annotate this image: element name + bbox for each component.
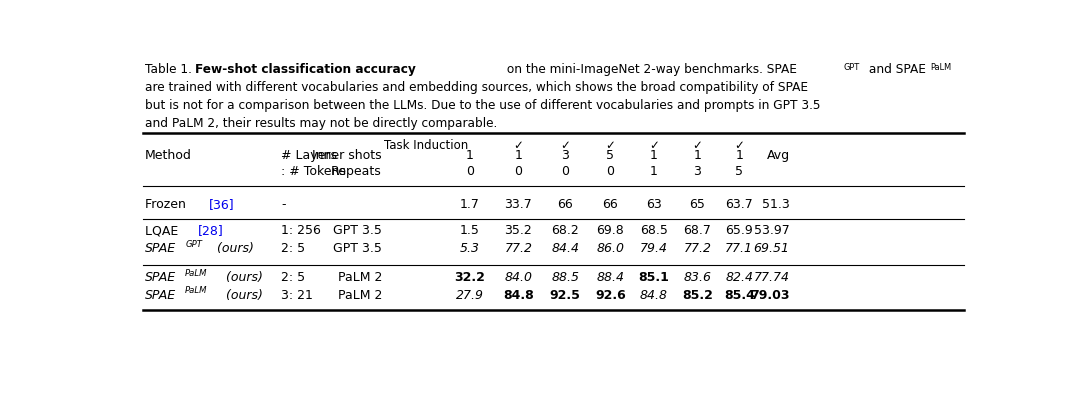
Text: ✓: ✓: [734, 139, 744, 152]
Text: -: -: [282, 198, 286, 211]
Text: Frozen: Frozen: [145, 198, 190, 211]
Text: 65: 65: [689, 198, 705, 211]
Text: ✓: ✓: [561, 139, 570, 152]
Text: 5.3: 5.3: [460, 242, 480, 255]
Text: 2: 5: 2: 5: [282, 242, 306, 255]
Text: GPT: GPT: [186, 240, 202, 249]
Text: 1: 1: [735, 149, 743, 162]
Text: 77.2: 77.2: [504, 242, 532, 255]
Text: 63: 63: [646, 198, 662, 211]
Text: Few-shot classification accuracy: Few-shot classification accuracy: [195, 63, 416, 76]
Text: 0: 0: [562, 165, 569, 178]
Text: 77.1: 77.1: [726, 242, 754, 255]
Text: GPT: GPT: [843, 63, 860, 72]
Text: 79.4: 79.4: [640, 242, 667, 255]
Text: 83.6: 83.6: [684, 271, 712, 284]
Text: Task Induction: Task Induction: [383, 139, 468, 152]
Text: Repeats: Repeats: [332, 165, 382, 178]
Text: 33.7: 33.7: [504, 198, 532, 211]
Text: 66: 66: [557, 198, 573, 211]
Text: 82.4: 82.4: [726, 271, 754, 284]
Text: are trained with different vocabularies and embedding sources, which shows the b: are trained with different vocabularies …: [145, 81, 808, 94]
Text: 3: 3: [693, 165, 701, 178]
Text: 84.8: 84.8: [640, 289, 667, 302]
Text: 1.7: 1.7: [460, 198, 480, 211]
Text: GPT 3.5: GPT 3.5: [333, 242, 382, 255]
Text: 68.7: 68.7: [684, 224, 712, 237]
Text: 1: 1: [650, 165, 658, 178]
Text: 77.2: 77.2: [684, 242, 712, 255]
Text: ✓: ✓: [606, 139, 616, 152]
Text: 53.97: 53.97: [754, 224, 789, 237]
Text: 79.03: 79.03: [750, 289, 789, 302]
Text: and SPAE: and SPAE: [865, 63, 926, 76]
Text: PaLM 2: PaLM 2: [338, 289, 382, 302]
Text: ✓: ✓: [513, 139, 524, 152]
Text: Avg: Avg: [767, 149, 789, 162]
Text: 88.4: 88.4: [596, 271, 624, 284]
Text: # Layers: # Layers: [282, 149, 337, 162]
Text: 3: 21: 3: 21: [282, 289, 313, 302]
Text: Table 1.: Table 1.: [145, 63, 195, 76]
Text: 63.7: 63.7: [726, 198, 753, 211]
Text: 92.5: 92.5: [550, 289, 581, 302]
Text: 27.9: 27.9: [456, 289, 484, 302]
Text: SPAE: SPAE: [145, 271, 176, 284]
Text: [28]: [28]: [198, 224, 224, 237]
Text: 86.0: 86.0: [596, 242, 624, 255]
Text: Inner shots: Inner shots: [312, 149, 382, 162]
Text: 32.2: 32.2: [455, 271, 485, 284]
Text: PaLM 2: PaLM 2: [338, 271, 382, 284]
Text: SPAE: SPAE: [145, 289, 176, 302]
Text: 85.4: 85.4: [724, 289, 755, 302]
Text: Method: Method: [145, 149, 192, 162]
Text: [36]: [36]: [208, 198, 234, 211]
Text: 1: 256: 1: 256: [282, 224, 322, 237]
Text: 5: 5: [606, 149, 615, 162]
Text: 84.0: 84.0: [504, 271, 532, 284]
Text: ✓: ✓: [692, 139, 702, 152]
Text: SPAE: SPAE: [145, 242, 176, 255]
Text: PaLM: PaLM: [186, 286, 207, 295]
Text: 84.4: 84.4: [551, 242, 579, 255]
Text: 92.6: 92.6: [595, 289, 625, 302]
Text: 65.9: 65.9: [726, 224, 753, 237]
Text: GPT 3.5: GPT 3.5: [333, 224, 382, 237]
Text: PaLM: PaLM: [186, 269, 207, 277]
Text: but is not for a comparison between the LLMs. Due to the use of different vocabu: but is not for a comparison between the …: [145, 99, 821, 112]
Text: 1: 1: [465, 149, 474, 162]
Text: 84.8: 84.8: [503, 289, 534, 302]
Text: 68.2: 68.2: [552, 224, 579, 237]
Text: LQAE: LQAE: [145, 224, 183, 237]
Text: (ours): (ours): [222, 289, 262, 302]
Text: 85.1: 85.1: [638, 271, 670, 284]
Text: (ours): (ours): [213, 242, 254, 255]
Text: 1: 1: [514, 149, 523, 162]
Text: 2: 5: 2: 5: [282, 271, 306, 284]
Text: 66: 66: [603, 198, 618, 211]
Text: (ours): (ours): [222, 271, 262, 284]
Text: 51.3: 51.3: [761, 198, 789, 211]
Text: ✓: ✓: [649, 139, 659, 152]
Text: : # Tokens: : # Tokens: [282, 165, 347, 178]
Text: 85.2: 85.2: [683, 289, 713, 302]
Text: 35.2: 35.2: [504, 224, 532, 237]
Text: 5: 5: [735, 165, 743, 178]
Text: 69.51: 69.51: [754, 242, 789, 255]
Text: 1.5: 1.5: [460, 224, 480, 237]
Text: 1: 1: [650, 149, 658, 162]
Text: 0: 0: [514, 165, 523, 178]
Text: 88.5: 88.5: [551, 271, 579, 284]
Text: 0: 0: [606, 165, 615, 178]
Text: 3: 3: [562, 149, 569, 162]
Text: 68.5: 68.5: [640, 224, 667, 237]
Text: and PaLM 2, their results may not be directly comparable.: and PaLM 2, their results may not be dir…: [145, 117, 497, 130]
Text: 77.74: 77.74: [754, 271, 789, 284]
Text: 69.8: 69.8: [596, 224, 624, 237]
Text: 0: 0: [465, 165, 474, 178]
Text: PaLM: PaLM: [930, 63, 951, 72]
Text: 1: 1: [693, 149, 701, 162]
Text: on the mini-ImageNet 2-way benchmarks. SPAE: on the mini-ImageNet 2-way benchmarks. S…: [503, 63, 797, 76]
